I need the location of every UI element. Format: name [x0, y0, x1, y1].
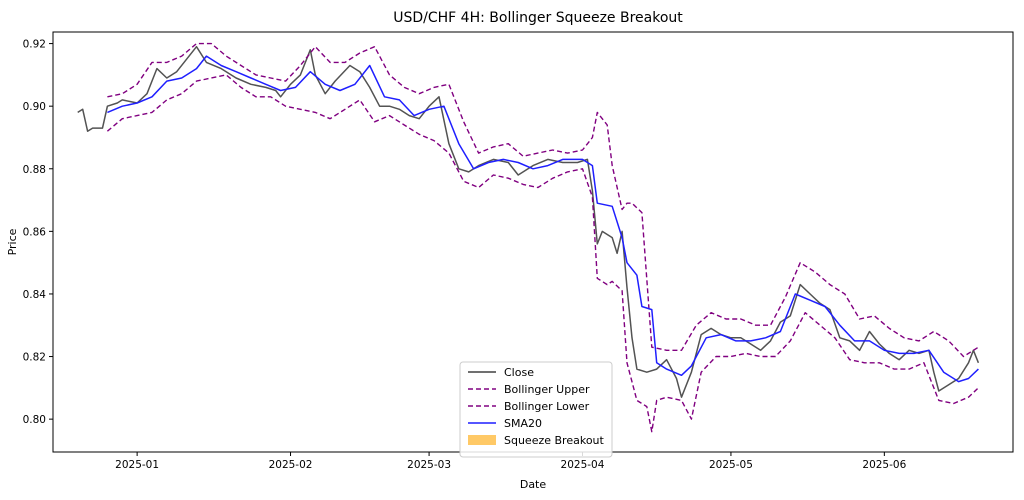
- y-tick-label: 0.88: [23, 164, 46, 176]
- y-axis-ticks: 0.80 0.82 0.84 0.86 0.88 0.90 0.92: [23, 39, 53, 426]
- legend-item-bollinger-lower-label: Bollinger Lower: [504, 400, 590, 413]
- legend-item-squeeze-breakout-label: Squeeze Breakout: [504, 434, 605, 447]
- x-axis-ticks: 2025-01 2025-02 2025-03 2025-04 2025-05 2025-…: [115, 452, 907, 471]
- y-tick-label: 0.84: [23, 289, 47, 301]
- legend-item-close-label: Close: [504, 366, 534, 379]
- y-tick-label: 0.86: [23, 226, 47, 238]
- series-line-close: [77, 45, 980, 398]
- x-tick-label: 2025-01: [115, 459, 159, 471]
- legend-item-bollinger-upper-label: Bollinger Upper: [504, 383, 590, 396]
- x-tick-label: 2025-06: [862, 459, 906, 471]
- series-line-bollinger-upper: [107, 42, 979, 358]
- y-tick-label: 0.82: [23, 352, 46, 364]
- legend-item-sma20-label: SMA20: [504, 417, 542, 430]
- chart-title: USD/CHF 4H: Bollinger Squeeze Breakout: [393, 10, 683, 26]
- x-tick-label: 2025-05: [709, 459, 753, 471]
- x-tick-label: 2025-03: [407, 459, 451, 471]
- series-line-sma20: [107, 55, 979, 383]
- series-layer: [77, 42, 980, 433]
- y-axis-label: Price: [6, 228, 19, 255]
- legend-item-squeeze-breakout-swatch: [468, 435, 496, 445]
- x-axis-label: Date: [520, 478, 547, 491]
- y-tick-label: 0.92: [23, 39, 46, 51]
- series-line-bollinger-lower: [106, 74, 979, 433]
- y-tick-label: 0.90: [23, 101, 46, 113]
- legend: Close Bollinger Upper Bollinger Lower SMA20…: [459, 361, 613, 458]
- x-tick-label: 2025-02: [269, 459, 313, 471]
- x-tick-label: 2025-04: [561, 459, 605, 471]
- legend-box: [459, 361, 613, 458]
- y-tick-label: 0.80: [23, 414, 46, 426]
